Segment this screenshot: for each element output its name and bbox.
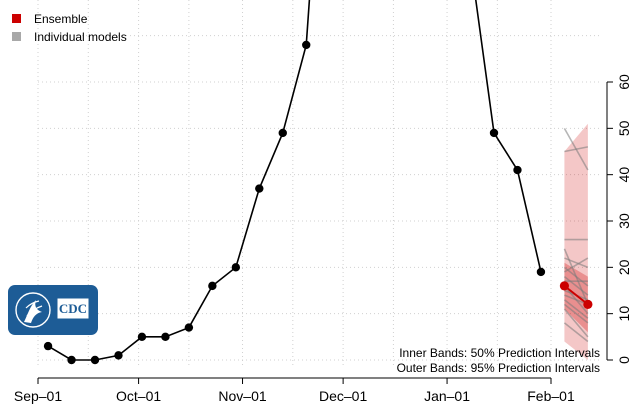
observed-line-segment-1 [474,0,542,273]
hhs-eagle-icon [15,292,51,328]
y-axis: 0 10 20 30 40 50 60 [606,74,632,364]
legend-swatch-individual-models [12,32,21,41]
ensemble-series [559,281,593,309]
legend-label-ensemble: Ensemble [34,12,88,26]
annotation-outer-bands: Outer Bands: 95% Prediction Intervals [397,361,600,375]
cdc-text-box [56,297,90,320]
legend-label-individual-models: Individual models [34,30,127,44]
individual-model-line-12 [563,303,589,324]
legend-swatch-ensemble [12,14,21,23]
x-tick-label-2: Nov–01 [218,388,266,404]
ensemble-point-1 [583,299,593,309]
observed-point-9 [255,184,264,193]
individual-model-lines [563,127,589,343]
observed-point-3 [114,351,123,360]
observed-point-8 [231,263,241,272]
x-tick-label-5: Feb–01 [527,388,575,404]
observed-point-5 [161,332,170,342]
observed-point-4 [137,332,147,342]
individual-model-line-4 [564,257,589,269]
x-axis: Sep–01 Oct–01 Nov–01 Dec–01 Jan–01 Feb–01 [14,377,575,404]
annotation-inner-bands: Inner Bands: 50% Prediction Intervals [399,346,600,360]
observed-point-0 [43,341,53,351]
y-tick-label-6: 60 [616,74,632,90]
observed-point-10 [278,128,287,138]
cdc-logo-text: CDC [59,301,87,316]
ensemble-line [563,285,589,306]
x-tick-label-1: Oct–01 [116,388,161,404]
individual-model-line-14 [563,322,589,343]
individual-model-line-1 [564,146,589,153]
y-tick-label-2: 20 [616,259,632,275]
observed-point-7 [208,281,217,291]
individual-model-line-6 [563,275,589,296]
x-tick-label-3: Dec–01 [319,388,367,404]
x-tick-label-0: Sep–01 [14,388,62,404]
y-tick-label-5: 50 [616,120,632,136]
interval-annotations: Inner Bands: 50% Prediction Intervals Ou… [397,346,600,375]
legend: Ensemble Individual models [12,12,127,44]
observed-point-16 [536,267,546,277]
x-tick-label-4: Jan–01 [424,388,470,404]
prediction-bands [564,123,588,360]
y-tick-label-1: 10 [616,306,632,322]
y-tick-label-4: 40 [616,167,632,183]
cdc-logo: CDC [8,285,98,335]
observed-point-14 [489,128,499,138]
observed-point-2 [90,355,100,365]
grid-lines [37,0,600,365]
observed-point-11 [302,40,311,50]
observed-series [43,0,546,365]
observed-point-1 [67,355,76,365]
y-tick-label-0: 0 [616,356,632,364]
ensemble-point-0 [559,281,570,291]
individual-model-line-11 [563,299,589,319]
individual-model-line-15 [564,257,589,273]
y-tick-label-3: 30 [616,213,632,229]
individual-model-line-13 [563,308,589,338]
observed-point-15 [513,165,522,175]
observed-point-6 [184,323,194,332]
